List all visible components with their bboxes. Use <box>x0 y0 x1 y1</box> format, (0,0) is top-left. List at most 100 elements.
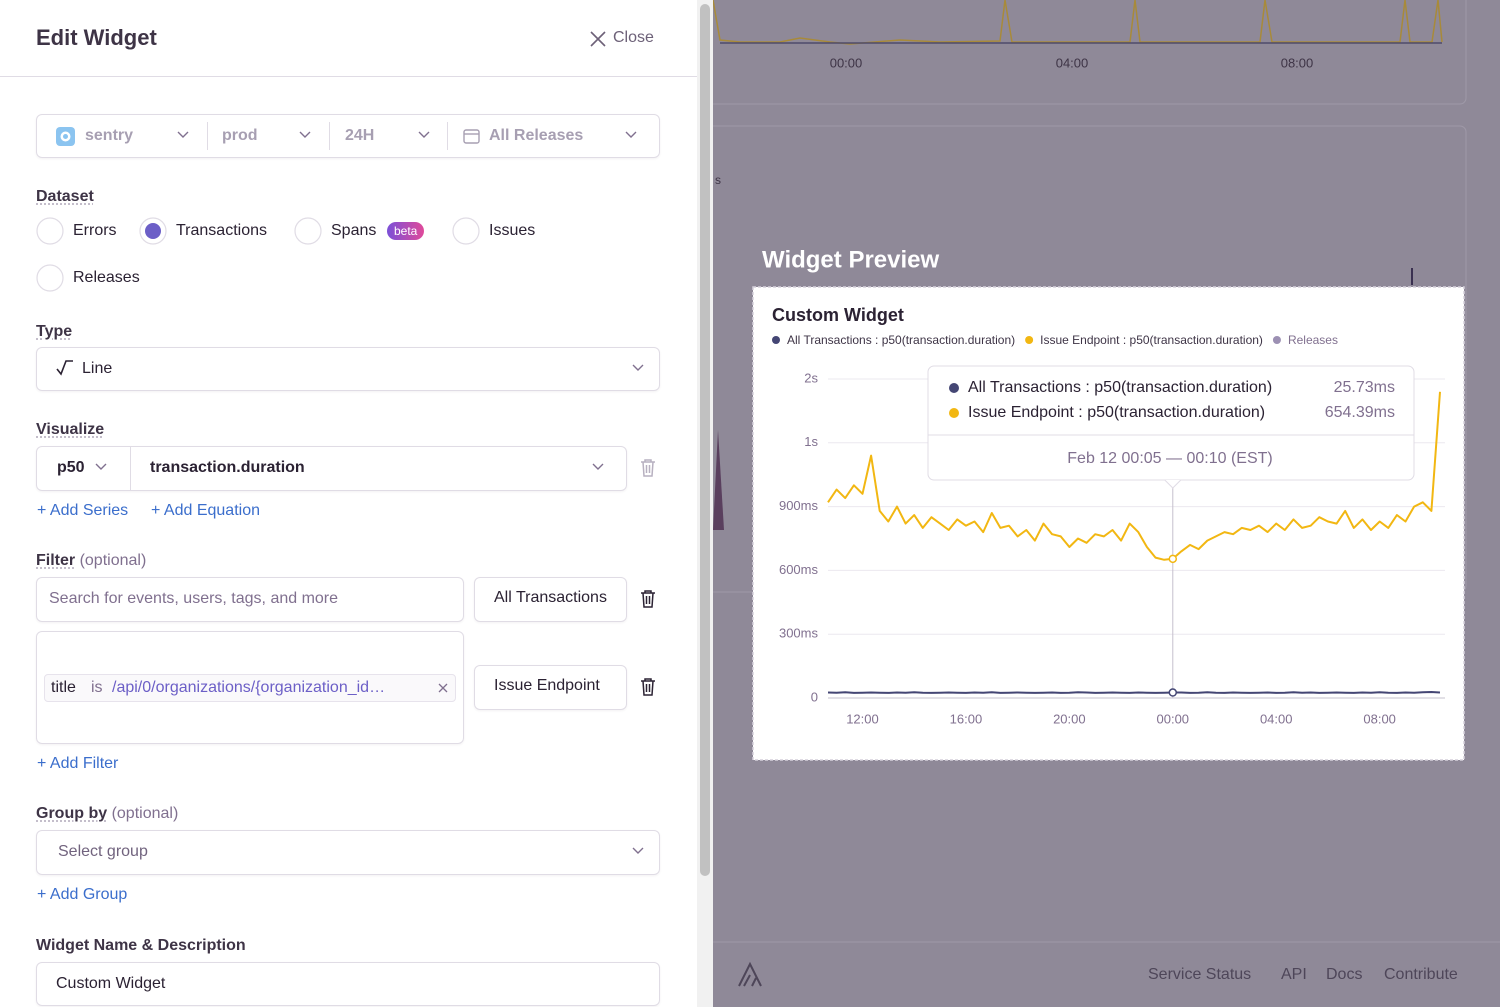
delete-icon[interactable] <box>640 590 656 608</box>
widget-name-input[interactable] <box>36 962 660 1006</box>
filter-label: Filter (optional) <box>36 552 146 570</box>
background-spike <box>713 430 724 530</box>
x-tick-label: 12:00 <box>846 711 879 726</box>
radio-label: Transactions <box>176 222 267 239</box>
type-select[interactable] <box>36 347 660 391</box>
radio[interactable] <box>452 217 480 245</box>
edit-panel: Edit Widget Close sentry prod 24H All Re… <box>0 0 697 1007</box>
group-select[interactable] <box>36 830 660 875</box>
footer-link: Service Status <box>1148 966 1251 983</box>
chevron <box>299 131 311 138</box>
tooltip-series: All Transactions : p50(transaction.durat… <box>968 379 1272 396</box>
release-filter[interactable]: All Releases <box>489 127 584 144</box>
x-tick-label: 08:00 <box>1363 711 1396 726</box>
chevron <box>632 847 644 854</box>
tooltip-series: Issue Endpoint : p50(transaction.duratio… <box>968 404 1265 421</box>
filter-token[interactable] <box>44 674 456 702</box>
line-icon <box>56 360 73 376</box>
radio[interactable] <box>139 217 167 245</box>
visualize-label: Visualize <box>36 421 105 438</box>
delete-icon[interactable] <box>640 678 656 696</box>
legend-entry: All Transactions : p50(transaction.durat… <box>787 333 1015 347</box>
filter-title: Filter <box>36 552 76 569</box>
series-line <box>827 691 1441 694</box>
add-filter[interactable]: + Add Filter <box>37 755 119 772</box>
add-equation[interactable]: + Add Equation <box>151 502 260 519</box>
radio-label: Issues <box>489 222 536 239</box>
alias: All Transactions <box>494 589 607 606</box>
x-tick-label: 00:00 <box>1157 711 1190 726</box>
divider <box>329 122 330 150</box>
period-filter[interactable]: 24H <box>345 127 375 144</box>
optional: (optional) <box>111 805 179 822</box>
add-series[interactable]: + Add Series <box>37 502 129 519</box>
divider <box>447 122 448 150</box>
token-operator: is <box>91 679 103 696</box>
delete-icon[interactable] <box>640 459 656 477</box>
project-icon <box>56 127 75 146</box>
x-tick-label: 04:00 <box>1260 711 1293 726</box>
tooltip-marker <box>949 408 959 418</box>
remove-token[interactable] <box>438 683 448 693</box>
alias: Issue Endpoint <box>494 677 600 694</box>
hover-point <box>1168 554 1178 564</box>
legend-entry: Releases <box>1288 333 1338 347</box>
search-placeholder: Search for events, users, tags, and more <box>49 590 339 607</box>
radio-label: Errors <box>73 222 117 239</box>
scrollbar-thumb[interactable] <box>700 4 710 876</box>
group-by-label: Group by (optional) <box>36 805 178 823</box>
y-tick-label: 1s <box>804 434 818 449</box>
release-icon <box>463 129 480 144</box>
background-line <box>713 0 1443 45</box>
y-tick-label: 300ms <box>779 626 819 641</box>
tooltip-date: Feb 12 00:05 — 00:10 (EST) <box>1067 450 1272 467</box>
group-placeholder: Select group <box>58 843 148 860</box>
preview-heading: Widget Preview <box>762 246 939 273</box>
badge: beta <box>387 222 425 240</box>
x-tick-label: 20:00 <box>1053 711 1086 726</box>
series-line <box>827 391 1441 561</box>
legend-marker <box>772 336 780 344</box>
optional: (optional) <box>79 552 147 569</box>
y-tick-label: 600ms <box>779 562 819 577</box>
chevron <box>177 131 189 138</box>
radio-label: Spans <box>331 222 377 239</box>
field[interactable]: transaction.duration <box>150 459 305 476</box>
alias-input[interactable]: Issue Endpoint <box>474 665 627 710</box>
chevron <box>625 131 637 138</box>
tooltip-arrow <box>1164 479 1182 489</box>
search-input[interactable] <box>36 577 464 622</box>
search-input[interactable] <box>36 631 464 744</box>
close-icon[interactable] <box>589 30 607 48</box>
dataset-label: Dataset <box>36 188 94 205</box>
radio[interactable] <box>36 264 64 292</box>
visualize-field[interactable] <box>36 446 627 491</box>
project-filter[interactable]: sentry <box>85 127 134 144</box>
tooltip-value: 654.39ms <box>1325 404 1395 421</box>
type-label: Type <box>36 323 73 340</box>
radio[interactable] <box>294 217 322 245</box>
token-key: title <box>51 679 76 696</box>
tooltip-marker <box>949 383 959 393</box>
alias-input[interactable]: All Transactions <box>474 577 627 622</box>
aggregate[interactable]: p50 <box>57 459 85 476</box>
page-filter-bar <box>36 114 660 158</box>
radio[interactable] <box>36 217 64 245</box>
footer-link: Contribute <box>1384 966 1458 983</box>
preview-area: Widget Preview Custom Widget 00:00 04:00 0… <box>713 0 1500 1007</box>
legend-marker <box>1272 336 1281 344</box>
tooltip-value: 25.73ms <box>1334 379 1395 396</box>
logo <box>738 961 762 987</box>
widget-name: Custom Widget <box>56 975 166 992</box>
chevron <box>592 463 604 470</box>
add-group[interactable]: + Add Group <box>37 886 128 903</box>
token-value: /api/0/organizations/{organization_id… <box>112 679 386 696</box>
panel-title: Edit Widget <box>36 25 157 50</box>
background-panel <box>713 0 1467 105</box>
close-button[interactable]: Close <box>613 29 654 46</box>
footer-link: Docs <box>1326 966 1362 983</box>
radio-label: Releases <box>73 269 140 286</box>
environment-filter[interactable]: prod <box>222 127 258 144</box>
y-tick-label: 2s <box>804 370 818 385</box>
